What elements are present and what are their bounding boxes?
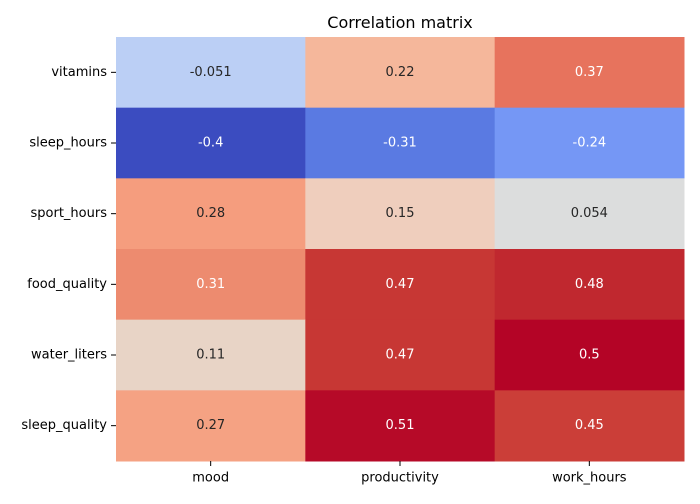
y-tick-label: sleep_quality — [21, 418, 107, 433]
chart-title: Correlation matrix — [327, 13, 472, 32]
cell-value-label: 0.27 — [196, 418, 225, 433]
x-tick-label: work_hours — [552, 471, 627, 486]
x-axis: mood productivity work_hours — [192, 461, 627, 486]
cell-value-label: -0.31 — [383, 136, 417, 151]
cell-value-label: 0.31 — [196, 277, 225, 292]
x-tick-label: productivity — [361, 471, 439, 486]
heatmap-cell — [305, 178, 496, 250]
y-tick-label: water_liters — [31, 348, 107, 363]
heatmap-cells — [116, 37, 685, 462]
heatmap-cell — [494, 107, 685, 179]
heatmap-cell-labels: -0.051 0.22 0.37 -0.4 -0.31 -0.24 0.28 0.15 0.05… — [190, 65, 608, 433]
x-tick-label: mood — [192, 471, 229, 486]
cell-value-label: 0.45 — [575, 418, 604, 433]
cell-value-label: 0.15 — [386, 206, 415, 221]
cell-value-label: 0.5 — [579, 348, 600, 363]
heatmap-cell — [116, 107, 306, 179]
heatmap-cell — [116, 319, 306, 391]
heatmap-cell — [305, 319, 496, 391]
y-tick-label: sport_hours — [31, 206, 108, 221]
heatmap-cell — [116, 178, 306, 250]
cell-value-label: 0.47 — [386, 348, 415, 363]
cell-value-label: 0.054 — [571, 206, 608, 221]
heatmap-cell — [305, 107, 496, 179]
cell-value-label: 0.47 — [386, 277, 415, 292]
cell-value-label: 0.48 — [575, 277, 604, 292]
cell-value-label: 0.51 — [386, 418, 415, 433]
cell-value-label: 0.22 — [386, 65, 415, 80]
cell-value-label: -0.051 — [190, 65, 232, 80]
cell-value-label: 0.11 — [196, 348, 225, 363]
heatmap-cell — [494, 37, 685, 109]
heatmap-cell — [116, 390, 306, 462]
y-axis: vitamins sleep_hours sport_hours food_quali… — [21, 65, 116, 433]
heatmap-cell — [116, 37, 306, 109]
heatmap-cell — [305, 37, 496, 109]
cell-value-label: -0.4 — [198, 136, 223, 151]
y-tick-label: sleep_hours — [29, 136, 107, 151]
y-tick-label: vitamins — [51, 65, 107, 80]
heatmap-cell — [116, 249, 306, 321]
heatmap-cell — [305, 390, 496, 462]
cell-value-label: 0.37 — [575, 65, 604, 80]
cell-value-label: 0.28 — [196, 206, 225, 221]
heatmap-cell — [494, 178, 685, 250]
cell-value-label: -0.24 — [573, 136, 607, 151]
y-tick-label: food_quality — [27, 277, 107, 292]
heatmap-cell — [494, 249, 685, 321]
heatmap-cell — [494, 319, 685, 391]
heatmap-cell — [494, 390, 685, 462]
heatmap-cell — [305, 249, 496, 321]
